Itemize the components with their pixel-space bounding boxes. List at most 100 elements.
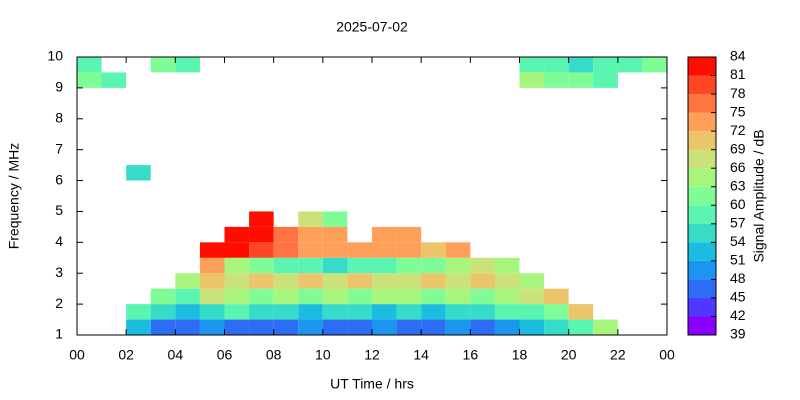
heat-cell	[175, 288, 200, 305]
heat-cell	[298, 304, 323, 320]
heat-cell	[249, 242, 274, 258]
heat-cell	[322, 304, 348, 320]
heat-cell	[642, 57, 667, 73]
heat-cell	[273, 242, 299, 258]
heat-cell	[273, 288, 299, 305]
colorbar-tick-label: 72	[730, 122, 746, 138]
heat-cell	[298, 242, 323, 258]
colorbar-band	[688, 279, 716, 298]
heat-cell	[199, 242, 225, 258]
heat-cell	[224, 226, 250, 243]
x-axis-label: UT Time / hrs	[330, 376, 414, 392]
y-tick-label: 3	[55, 264, 63, 280]
y-tick-label: 2	[55, 295, 63, 311]
heat-cell	[372, 273, 397, 289]
heat-cell	[101, 72, 127, 88]
x-tick-label: 10	[315, 347, 331, 363]
x-tick-label: 14	[413, 347, 429, 363]
heat-cell	[298, 319, 323, 335]
chart-title: 2025-07-02	[336, 19, 408, 35]
heat-cell	[199, 273, 225, 289]
heat-cell	[396, 226, 422, 243]
heat-cell	[199, 257, 225, 274]
heat-cell	[617, 57, 643, 73]
heat-cell	[445, 257, 471, 274]
x-tick-label: 06	[217, 347, 233, 363]
heat-cell	[175, 57, 200, 73]
heat-cell	[126, 304, 151, 320]
heat-cell	[445, 304, 471, 320]
heat-cell	[175, 273, 200, 289]
heat-cell	[544, 72, 569, 88]
heat-cell	[150, 304, 176, 320]
colorbar-band	[688, 131, 716, 150]
heat-cell	[199, 288, 225, 305]
heat-cell	[568, 304, 594, 320]
heat-cell	[298, 257, 323, 274]
heat-cell	[224, 304, 250, 320]
y-tick-label: 9	[55, 79, 63, 95]
heat-cell	[372, 226, 397, 243]
y-tick-label: 7	[55, 140, 63, 156]
colorbar-band	[688, 205, 716, 224]
colorbar-band	[688, 316, 716, 335]
heat-cell	[470, 319, 495, 335]
colorbar-band	[688, 297, 716, 317]
heat-cell	[421, 304, 446, 320]
heat-cell	[372, 242, 397, 258]
y-axis-label: Frequency / MHz	[6, 143, 22, 250]
heat-cell	[322, 273, 348, 289]
heat-cell	[199, 304, 225, 320]
heat-cell	[322, 226, 348, 243]
colorbar-tick-label: 39	[730, 326, 746, 342]
colorbar-band	[688, 57, 716, 76]
heat-cell	[445, 273, 471, 289]
heat-cell	[298, 288, 323, 305]
heat-cell	[322, 242, 348, 258]
heat-cell	[519, 319, 545, 335]
heat-cell	[273, 226, 299, 243]
heat-cell	[224, 257, 250, 274]
x-tick-label: 00	[659, 347, 675, 363]
heat-cell	[421, 257, 446, 274]
heat-cell	[421, 242, 446, 258]
heat-cell	[126, 165, 151, 181]
heat-cell	[494, 304, 520, 320]
heat-cell	[249, 226, 274, 243]
heat-cell	[249, 304, 274, 320]
colorbar-tick-label: 54	[730, 233, 746, 249]
colorbar-tick-label: 51	[730, 252, 746, 268]
heat-cell	[199, 319, 225, 335]
heat-cell	[150, 288, 176, 305]
heat-cell	[445, 288, 471, 305]
colorbar-band	[688, 94, 716, 113]
heat-cell	[273, 257, 299, 274]
heat-cell	[347, 257, 372, 274]
colorbar-tick-label: 69	[730, 140, 746, 156]
y-tick-label: 5	[55, 202, 63, 218]
heat-cell	[396, 242, 422, 258]
heat-cell	[273, 304, 299, 320]
heat-cell	[347, 242, 372, 258]
heat-cell	[372, 304, 397, 320]
heat-cell	[396, 304, 422, 320]
heat-cell	[249, 211, 274, 227]
heat-cell	[396, 288, 422, 305]
heat-cell	[126, 319, 151, 335]
heat-cell	[445, 319, 471, 335]
heat-cell	[298, 273, 323, 289]
colorbar-tick-label: 84	[730, 48, 746, 64]
heat-cell	[396, 273, 422, 289]
heat-cell	[519, 72, 545, 88]
heat-cell	[519, 304, 545, 320]
heat-cell	[347, 319, 372, 335]
x-tick-label: 16	[463, 347, 479, 363]
heat-cell	[421, 273, 446, 289]
heat-cell	[519, 273, 545, 289]
colorbar-tick-label: 48	[730, 270, 746, 286]
heat-cell	[150, 319, 176, 335]
heat-cell	[470, 304, 495, 320]
heat-cell	[224, 288, 250, 305]
colorbar-band	[688, 75, 716, 95]
